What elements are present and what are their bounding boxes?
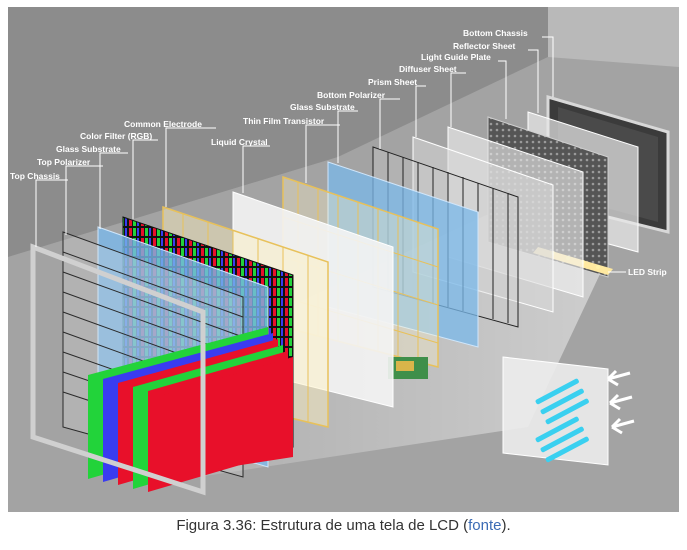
label-top-chassis: Top Chassis	[10, 171, 60, 181]
label-glass-substrate-top: Glass Substrate	[56, 144, 121, 154]
label-common-electrode: Common Electrode	[124, 119, 202, 129]
label-bottom-chassis: Bottom Chassis	[463, 28, 528, 38]
label-light-guide-plate: Light Guide Plate	[421, 52, 491, 62]
label-color-filter: Color Filter (RGB)	[80, 131, 152, 141]
caption-text: Figura 3.36: Estrutura de uma tela de LC…	[176, 517, 469, 534]
label-prism-sheet: Prism Sheet	[368, 77, 417, 87]
label-diffuser-sheet: Diffuser Sheet	[399, 64, 457, 74]
label-liquid-crystal: Liquid Crystal	[211, 137, 268, 147]
label-reflector-sheet: Reflector Sheet	[453, 41, 516, 51]
lcd-structure-diagram: Top Chassis Top Polarizer Glass Substrat…	[8, 7, 679, 512]
label-thin-film-transistor: Thin Film Transistor	[243, 116, 325, 126]
label-led-strip: LED Strip	[628, 267, 667, 277]
light-arrow-icons	[606, 369, 635, 435]
label-leader-lines	[35, 36, 626, 273]
label-bottom-polarizer: Bottom Polarizer	[317, 90, 386, 100]
label-glass-substrate-bottom: Glass Substrate	[290, 102, 355, 112]
label-top-polarizer: Top Polarizer	[37, 157, 91, 167]
rgb-light-bars	[88, 327, 293, 492]
led-detail-inset	[502, 356, 609, 466]
figure-caption: Figura 3.36: Estrutura de uma tela de LC…	[0, 517, 687, 534]
top-chassis-layer	[30, 243, 206, 496]
caption-source-link[interactable]: fonte	[468, 517, 502, 534]
caption-end: ).	[501, 517, 511, 534]
